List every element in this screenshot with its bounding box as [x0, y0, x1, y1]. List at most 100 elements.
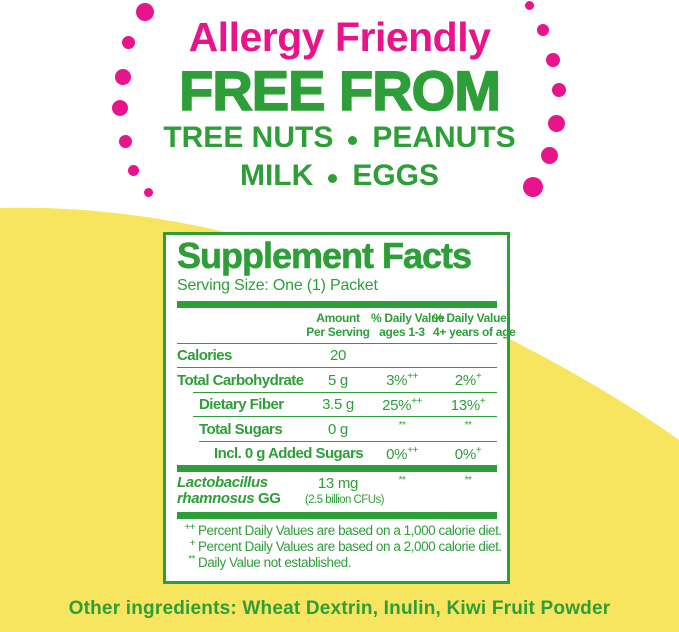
- header-line: % Daily Value: [433, 311, 507, 325]
- row-amount: 20: [329, 347, 347, 365]
- probiotic-amount: 13 mg (2.5 billion CFUs): [305, 475, 384, 507]
- thick-divider-bar: [177, 465, 497, 473]
- supplement-facts-panel: Supplement Facts Serving Size: One (1) P…: [163, 232, 516, 584]
- allergen-tree-nuts: TREE NUTS: [163, 121, 334, 154]
- dv-mark: +: [475, 444, 482, 456]
- header-line: ages 1-3: [379, 325, 425, 340]
- row-name: Total Carbohydrate: [177, 371, 304, 389]
- row-dv1: 3%++: [371, 371, 433, 389]
- pink-dot: [144, 188, 153, 197]
- footnote-mark: **: [188, 553, 195, 565]
- probiotic-name-strain: GG: [254, 490, 281, 508]
- footnote-1000-calorie: ++ Percent Daily Values are based on a 1…: [177, 521, 502, 539]
- row-separator: [199, 440, 497, 442]
- row-separator: [177, 342, 497, 344]
- dv-mark: +: [475, 371, 482, 383]
- allergen-milk: MILK: [239, 159, 314, 192]
- row-dv2: 0%+: [433, 445, 503, 463]
- pink-dot: [552, 83, 566, 97]
- row-amount: 3.5 g: [322, 396, 354, 414]
- dv-mark: **: [464, 475, 472, 487]
- dv-mark: **: [398, 475, 406, 487]
- dv-value: 3%: [386, 372, 408, 390]
- allergen-eggs: EGGS: [352, 159, 440, 192]
- table-row-total-carbohydrate: Total Carbohydrate 5 g 3%++ 2%+: [177, 368, 497, 392]
- serving-size-text: Serving Size: One (1) Packet: [177, 277, 378, 294]
- footnote-text: Percent Daily Values are based on a 1,00…: [198, 522, 502, 538]
- row-dv1: **: [371, 475, 433, 493]
- pink-dot: [546, 53, 560, 67]
- allergen-line-1: TREE NUTS PEANUTS: [0, 121, 679, 155]
- header-daily-value-ages-1-3: % Daily Value ages 1-3: [371, 311, 445, 340]
- row-separator: [193, 416, 497, 418]
- footnote-mark: +: [189, 537, 196, 549]
- row-dv1: 0%++: [371, 445, 433, 463]
- pink-dot: [119, 135, 132, 148]
- row-name: Total Sugars: [199, 420, 283, 438]
- dv-mark: ++: [407, 371, 418, 383]
- row-dv2: **: [433, 475, 503, 493]
- header-daily-value-4-plus: % Daily Value 4+ years of age: [433, 311, 516, 340]
- row-separator: [193, 391, 497, 393]
- header-line: Per Serving: [306, 325, 370, 340]
- pink-dot: [112, 100, 128, 116]
- other-ingredients-text: Other ingredients: Wheat Dextrin, Inulin…: [68, 598, 611, 619]
- table-row-total-sugars: Total Sugars 0 g ** **: [177, 417, 497, 441]
- header-amount-per-serving: Amount Per Serving: [305, 311, 371, 340]
- row-dv2: 2%+: [433, 371, 503, 389]
- supplement-facts-title: Supplement Facts: [177, 235, 473, 276]
- dv-value: 13%: [450, 396, 480, 414]
- row-name: Calories: [177, 347, 232, 365]
- footnote-2000-calorie: + Percent Daily Values are based on a 2,…: [177, 537, 502, 555]
- table-row-dietary-fiber: Dietary Fiber 3.5 g 25%++ 13%+: [177, 393, 497, 417]
- dv-mark: ++: [407, 444, 418, 456]
- pink-dot: [548, 115, 565, 132]
- row-dv2: 13%+: [433, 396, 503, 414]
- table-row-added-sugars: Incl. 0 g Added Sugars 0%++ 0%+: [177, 442, 497, 466]
- dv-value: 0%: [454, 445, 476, 463]
- row-dv2: **: [433, 420, 503, 438]
- pink-dot: [541, 147, 558, 164]
- footnote-mark: ++: [184, 521, 195, 533]
- row-name: Incl. 0 g Added Sugars: [214, 445, 364, 463]
- pink-dot: [523, 177, 543, 197]
- header-line: % Daily Value: [371, 311, 445, 325]
- row-name: Dietary Fiber: [199, 396, 284, 414]
- table-row-calories: Calories 20: [177, 344, 497, 368]
- free-from-heading: FREE FROM: [178, 58, 501, 123]
- pink-dot: [525, 1, 534, 10]
- footnotes: ++ Percent Daily Values are based on a 1…: [177, 521, 502, 571]
- dv-mark: **: [464, 420, 472, 432]
- probiotic-name: Lactobacillus rhamnosus GG: [177, 475, 305, 507]
- dv-mark: **: [398, 420, 406, 432]
- probiotic-name-italic: Lactobacillus rhamnosus: [177, 474, 268, 508]
- table-row-probiotic: Lactobacillus rhamnosus GG 13 mg (2.5 bi…: [177, 472, 497, 511]
- row-amount: 5 g: [328, 371, 348, 389]
- pink-dot: [115, 69, 131, 85]
- dv-value: 25%: [382, 396, 412, 414]
- dv-mark: ++: [411, 395, 422, 407]
- probiotic-cfu-note: (2.5 billion CFUs): [305, 494, 384, 507]
- row-dv1: 25%++: [371, 396, 433, 414]
- pink-dot: [537, 24, 549, 36]
- thick-divider-bar: [177, 511, 497, 519]
- header-line: 4+ years of age: [433, 325, 516, 340]
- pink-dot: [128, 165, 139, 176]
- row-amount: 0 g: [328, 420, 348, 438]
- dv-mark: +: [479, 395, 486, 407]
- probiotic-amount-value: 13 mg: [317, 475, 359, 493]
- pink-dot: [136, 3, 154, 21]
- dv-value: 2%: [454, 372, 476, 390]
- column-header-row: Amount Per Serving % Daily Value ages 1-…: [177, 311, 516, 343]
- pink-dot: [122, 36, 135, 49]
- allergen-line-2: MILK EGGS: [0, 159, 679, 193]
- allergy-friendly-heading: Allergy Friendly: [188, 14, 491, 60]
- green-bullet-icon: [348, 135, 358, 145]
- allergen-peanuts: PEANUTS: [372, 121, 516, 154]
- header-spacer: [177, 311, 305, 340]
- header-line: Amount: [316, 311, 360, 325]
- row-separator: [177, 367, 497, 369]
- dv-value: 0%: [386, 445, 408, 463]
- thick-divider-bar: [177, 301, 497, 308]
